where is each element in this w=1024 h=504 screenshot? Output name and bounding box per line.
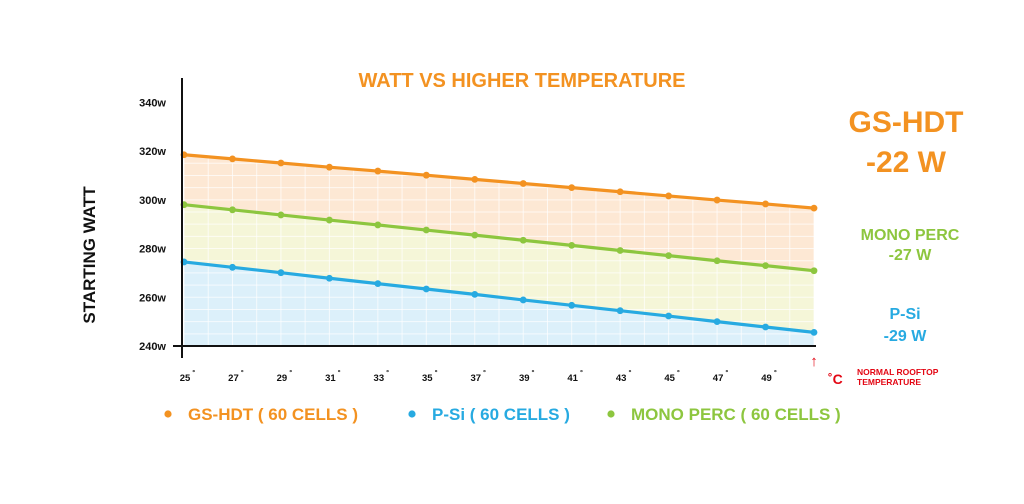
x-tick-label: 43: [616, 373, 627, 384]
legend: GS-HDT ( 60 CELLS ) P-Si ( 60 CELLS ) MONO…: [164, 405, 841, 424]
data-point: [277, 159, 285, 167]
data-point: [277, 211, 285, 219]
x-ticks: 25 ˚ 27 ˚ 29 ˚ 31 ˚ 33 ˚ 35 ˚ 37 ˚ 39 ˚ 41 ˚ 43 ˚ 45 ˚ 47 ˚ 49 ˚: [180, 369, 777, 384]
x-tick-label: 41: [567, 373, 578, 384]
data-point: [713, 318, 721, 326]
data-point: [325, 274, 333, 282]
degree-mark: ˚: [192, 369, 195, 380]
x-tick-label: 25: [180, 373, 191, 384]
legend-marker: [607, 410, 615, 418]
data-point: [471, 175, 479, 183]
degree-mark: ˚: [338, 369, 341, 380]
y-ticks: 240w 260w 280w 300w 320w 340w: [139, 97, 166, 353]
x-tick-label: 45: [664, 373, 675, 384]
x-tick-label: 31: [325, 373, 336, 384]
data-point: [471, 231, 479, 239]
legend-marker: [164, 410, 172, 418]
data-point: [325, 216, 333, 224]
data-point: [229, 263, 236, 271]
degree-mark: ˚: [580, 369, 583, 380]
data-point: [616, 247, 624, 254]
data-point: [616, 307, 624, 315]
degree-mark: ˚: [774, 369, 777, 380]
data-point: [810, 267, 818, 275]
degree-mark: ˚: [435, 369, 438, 380]
y-tick-label: 280w: [139, 244, 166, 256]
mono-perc-callout-delta: -27 W: [889, 247, 933, 264]
data-point: [229, 206, 236, 214]
data-point: [810, 328, 818, 336]
data-point: [665, 252, 673, 260]
y-tick-label: 300w: [139, 195, 166, 207]
data-point: [616, 188, 624, 196]
p-si-callout-delta: -29 W: [884, 328, 928, 345]
data-point: [519, 236, 527, 244]
data-point: [519, 180, 527, 187]
data-point: [422, 171, 430, 179]
x-tick-label: 37: [470, 373, 481, 384]
up-arrow-icon: ↑: [810, 353, 818, 370]
mono-perc-callout-name: MONO PERC: [861, 227, 960, 244]
data-point: [422, 285, 430, 293]
axes: [173, 78, 816, 358]
data-point: [374, 280, 382, 288]
y-tick-label: 260w: [139, 292, 166, 304]
data-point: [325, 163, 333, 171]
rooftop-note-line1: NORMAL ROOFTOP: [857, 367, 939, 377]
data-point: [568, 241, 576, 249]
legend-label: MONO PERC ( 60 CELLS ): [631, 405, 841, 424]
degree-mark: ˚: [629, 369, 632, 380]
p-si-callout-name: P-Si: [889, 306, 920, 323]
celsius-unit: ˚C: [828, 371, 843, 387]
x-tick-label: 35: [422, 373, 433, 384]
data-point: [471, 290, 479, 298]
degree-mark: ˚: [483, 369, 486, 380]
series-line-1: [183, 203, 815, 273]
legend-marker: [408, 410, 416, 418]
gs-hdt-callout-name: GS-HDT: [849, 106, 964, 139]
y-axis-label: STARTING WATT: [80, 186, 99, 324]
data-point: [374, 167, 382, 175]
data-point: [713, 257, 721, 265]
data-point: [762, 323, 769, 331]
series-line-0: [183, 153, 815, 210]
data-point: [422, 226, 430, 234]
data-point: [519, 296, 527, 304]
legend-label: GS-HDT ( 60 CELLS ): [188, 405, 358, 424]
chart-title: WATT VS HIGHER TEMPERATURE: [358, 70, 685, 92]
data-point: [665, 312, 673, 320]
gs-hdt-callout-delta: -22 W: [866, 146, 947, 179]
x-tick-label: 39: [519, 373, 530, 384]
data-point: [810, 204, 818, 212]
data-point: [762, 200, 769, 208]
y-tick-label: 320w: [139, 146, 166, 158]
x-tick-label: 27: [228, 373, 239, 384]
data-point: [568, 301, 576, 309]
x-tick-label: 29: [277, 373, 288, 384]
degree-mark: ˚: [725, 369, 728, 380]
data-point: [374, 221, 382, 229]
data-point: [713, 196, 721, 204]
data-point: [665, 192, 673, 200]
x-tick-label: 33: [374, 373, 385, 384]
degree-mark: ˚: [241, 369, 244, 380]
degree-mark: ˚: [289, 369, 292, 380]
data-point: [762, 262, 769, 269]
y-tick-label: 340w: [139, 97, 166, 109]
degree-mark: ˚: [386, 369, 389, 380]
legend-label: P-Si ( 60 CELLS ): [432, 405, 570, 424]
series-line-2: [183, 260, 815, 334]
x-tick-label: 49: [761, 373, 772, 384]
x-tick-label: 47: [713, 373, 724, 384]
data-point: [568, 184, 576, 192]
rooftop-note-line2: TEMPERATURE: [857, 377, 921, 387]
data-point: [229, 155, 236, 163]
degree-mark: ˚: [532, 369, 535, 380]
degree-mark: ˚: [677, 369, 680, 380]
data-point: [277, 269, 285, 277]
series-lines: [180, 151, 818, 336]
y-tick-label: 240w: [139, 341, 166, 353]
